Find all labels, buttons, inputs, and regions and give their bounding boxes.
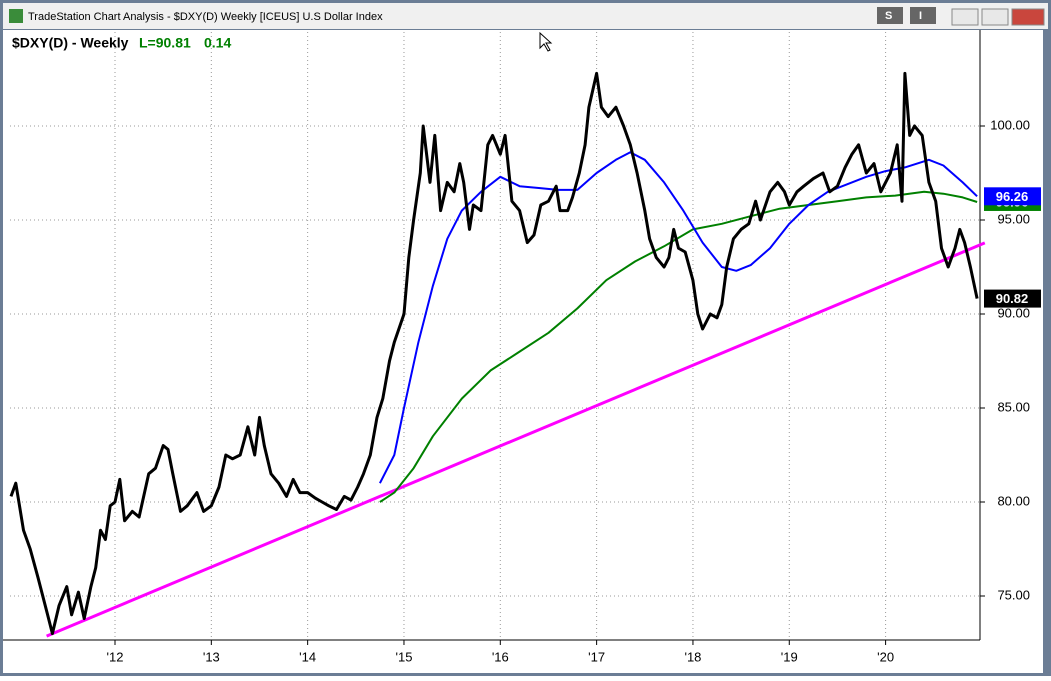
last-value-box bbox=[984, 289, 1041, 308]
x-tick-label: '15 bbox=[395, 649, 412, 664]
s-button-label: S bbox=[885, 10, 892, 22]
maximize-button[interactable] bbox=[981, 8, 1009, 26]
last-value-box bbox=[984, 187, 1041, 206]
y-tick-label: 95.00 bbox=[997, 211, 1030, 226]
s-button[interactable] bbox=[877, 7, 903, 24]
x-tick-label: '20 bbox=[877, 649, 894, 664]
x-tick-label: '19 bbox=[781, 649, 798, 664]
x-tick-label: '18 bbox=[684, 649, 701, 664]
change-value: 0.14 bbox=[204, 35, 231, 51]
series-line bbox=[46, 241, 986, 638]
x-tick-label: '17 bbox=[588, 649, 605, 664]
app-icon bbox=[9, 9, 23, 23]
y-tick-label: 90.00 bbox=[997, 305, 1030, 320]
last-value-label: 90.82 bbox=[996, 291, 1029, 306]
x-tick-label: '16 bbox=[492, 649, 509, 664]
y-tick-label: 100.00 bbox=[990, 117, 1030, 132]
plot bbox=[9, 32, 986, 640]
window-title: TradeStation Chart Analysis - $DXY(D) We… bbox=[28, 11, 383, 23]
series-line bbox=[379, 151, 978, 484]
title-bar bbox=[3, 3, 1048, 29]
minimize-button[interactable] bbox=[951, 8, 979, 26]
chart-area bbox=[3, 30, 1043, 673]
x-tick-label: '12 bbox=[107, 649, 124, 664]
i-button-label: I bbox=[919, 10, 922, 22]
close-button[interactable] bbox=[1011, 8, 1045, 26]
y-tick-label: 85.00 bbox=[997, 399, 1030, 414]
series-line bbox=[9, 71, 979, 636]
i-button[interactable] bbox=[910, 7, 936, 24]
last-value: L=90.81 bbox=[139, 35, 191, 51]
y-tick-label: 80.00 bbox=[997, 493, 1030, 508]
x-tick-label: '14 bbox=[299, 649, 316, 664]
x-tick-label: '13 bbox=[203, 649, 220, 664]
last-value-label: 96.26 bbox=[996, 189, 1029, 204]
chart-title: $DXY(D) - Weekly bbox=[12, 35, 129, 51]
cursor bbox=[539, 31, 553, 52]
y-tick-label: 75.00 bbox=[997, 587, 1030, 602]
